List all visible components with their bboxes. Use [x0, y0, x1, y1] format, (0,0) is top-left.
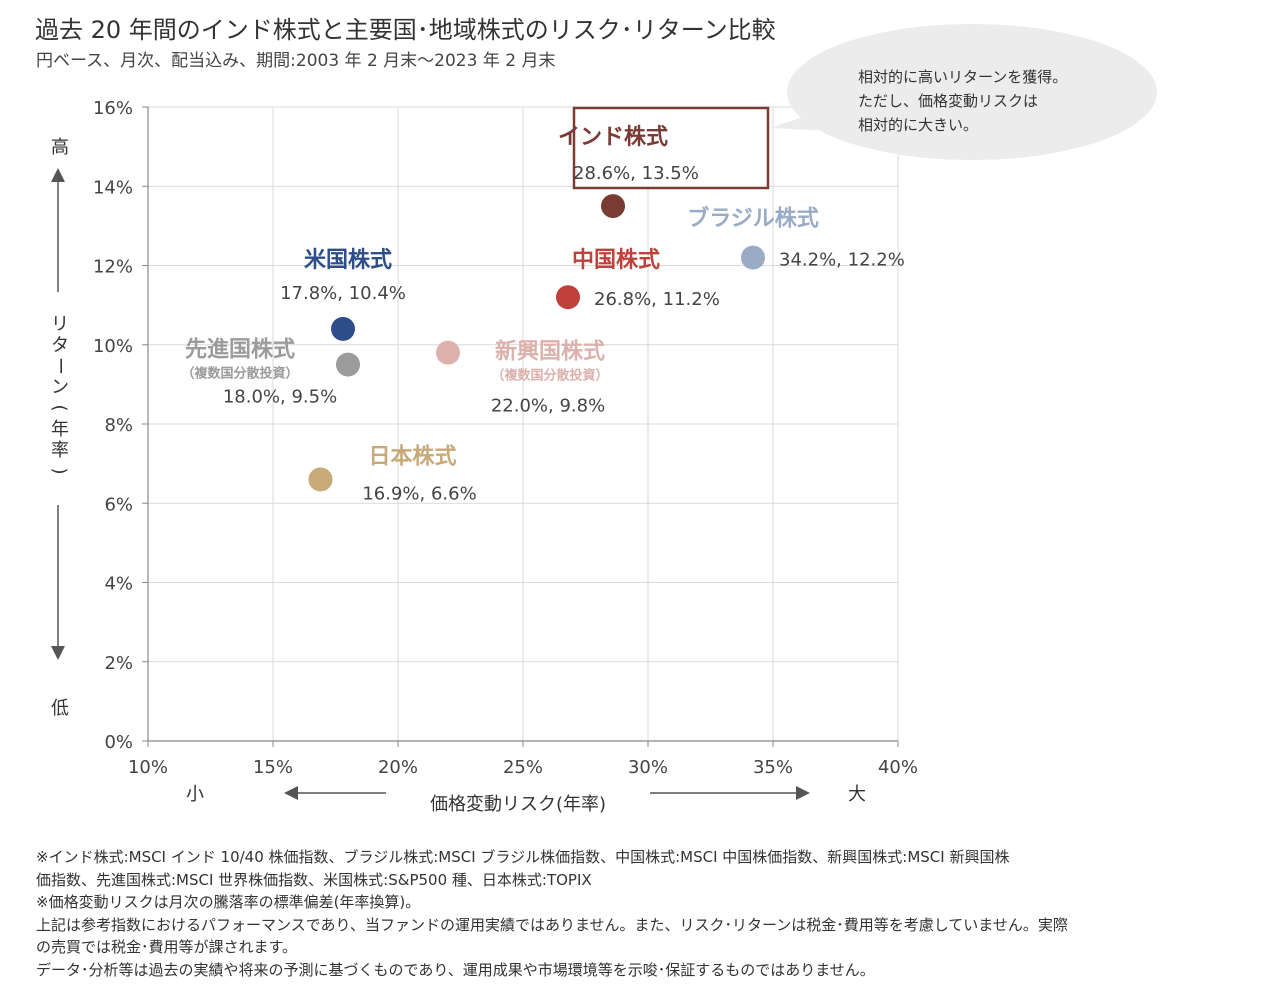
- chart-title: 過去 20 年間のインド株式と主要国･地域株式のリスク･リターン比較: [35, 16, 776, 44]
- data-point: [308, 467, 333, 492]
- callout-pointer: [770, 112, 852, 132]
- point-value-label: 16.9%, 6.6%: [362, 483, 476, 504]
- y-axis-title-char: (: [49, 404, 70, 411]
- footnote-line: データ･分析等は過去の実績や将来の予測に基づくものであり、運用成果や市場環境等を…: [36, 960, 875, 979]
- x-tick-label: 40%: [878, 757, 918, 778]
- point-labels: インド株式 28.6%, 13.5% ブラジル株式 34.2%, 12.2% 中国株式 2…: [181, 125, 904, 504]
- y-tick-label: 2%: [104, 653, 133, 674]
- y-axis-title-char: ン: [51, 377, 69, 398]
- point-name-label: 日本株式: [368, 444, 456, 469]
- data-points: [308, 194, 765, 492]
- footnote-line: 上記は参考指数におけるパフォーマンスであり、当ファンドの運用実績ではありません。…: [36, 915, 1068, 934]
- data-point: [331, 316, 355, 341]
- tick-labels: 10% 15% 20% 25% 30% 35% 40% 0% 2% 4% 6% 8% 10% 12% 14%…: [93, 98, 918, 778]
- data-point: [556, 285, 580, 310]
- footnotes: ※インド株式:MSCI インド 10/40 株価指数、ブラジル株式:MSCI ブ…: [36, 846, 1251, 981]
- callout-text: ただし、価格変動リスクは: [858, 92, 1038, 110]
- y-axis-title-char: 年: [51, 419, 69, 440]
- down-arrow-head: [51, 646, 65, 660]
- point-name-label: 米国株式: [304, 248, 392, 273]
- callout-text: 相対的に高いリターンを獲得。: [858, 68, 1067, 86]
- y-tick-label: 14%: [93, 177, 133, 198]
- x-tick-label: 35%: [753, 757, 793, 778]
- y-tick-label: 10%: [93, 336, 133, 357]
- point-sub-label: （複数国分散投資）: [491, 368, 608, 384]
- x-axis-large-label: 大: [848, 784, 866, 805]
- y-tick-label: 8%: [104, 415, 133, 436]
- footnote-line: の売買では税金･費用等が課されます。: [36, 938, 298, 956]
- callout-bubble: [787, 24, 1157, 160]
- data-point: [436, 340, 460, 365]
- y-tick-label: 0%: [104, 732, 133, 753]
- left-arrow-head: [284, 786, 298, 800]
- point-value-label: 28.6%, 13.5%: [573, 163, 699, 184]
- callout-text: 相対的に大きい。: [858, 116, 978, 134]
- x-axis-small-label: 小: [186, 784, 204, 805]
- highlight-box: [572, 106, 770, 190]
- axes: [142, 106, 899, 747]
- point-name-label: 中国株式: [572, 248, 660, 273]
- x-tick-label: 20%: [378, 757, 418, 778]
- point-value-label: 17.8%, 10.4%: [280, 283, 406, 304]
- axis-labels: 高低 リターン ( 年率) 小 大 価格変動リスク(年率): [49, 137, 866, 815]
- y-axis-title-char: ): [49, 467, 70, 474]
- y-tick-label: 6%: [104, 494, 133, 515]
- up-arrow-head: [51, 168, 65, 182]
- y-axis-title-char: リ: [51, 314, 69, 335]
- point-name-label: ブラジル株式: [687, 206, 819, 232]
- footnote-line: ※価格変動リスクは月次の騰落率の標準偏差(年率換算)。: [36, 893, 421, 911]
- y-axis-title-char: タ: [51, 335, 69, 356]
- y-tick-label: 4%: [104, 574, 133, 595]
- point-name-label: インド株式: [558, 125, 668, 150]
- x-tick-label: 10%: [128, 757, 168, 778]
- point-name-label: 先進国株式: [185, 338, 295, 363]
- scatter-chart: 10% 15% 20% 25% 30% 35% 40% 0% 2% 4% 6% 8% 10% 12% 14%…: [49, 24, 1157, 815]
- y-axis-title-char: 率: [51, 440, 69, 461]
- y-tick-label: 16%: [93, 98, 133, 119]
- point-value-label: 18.0%, 9.5%: [223, 387, 337, 408]
- data-point: [336, 352, 360, 377]
- point-value-label: 26.8%, 11.2%: [594, 289, 720, 310]
- x-tick-label: 15%: [253, 757, 293, 778]
- data-point: [741, 245, 765, 270]
- y-axis-high-label: 高: [51, 137, 69, 158]
- grid: [147, 106, 899, 742]
- y-tick-label: 12%: [93, 257, 133, 278]
- right-arrow-head: [796, 786, 810, 800]
- point-value-label: 34.2%, 12.2%: [779, 250, 905, 271]
- point-sub-label: （複数国分散投資）: [181, 366, 298, 382]
- point-name-label: 新興国株式: [495, 339, 605, 365]
- chart-subtitle: 円ベース、月次、配当込み、期間:2003 年 2 月末～2023 年 2 月末: [36, 51, 556, 71]
- y-axis-low-label: 低: [51, 698, 69, 719]
- data-point: [601, 194, 625, 219]
- y-axis-title-char: ー: [49, 357, 70, 375]
- point-value-label: 22.0%, 9.8%: [491, 396, 605, 417]
- footnote-line: 価指数、先進国株式:MSCI 世界株価指数、米国株式:S&P500 種、日本株式…: [36, 870, 592, 889]
- x-tick-label: 25%: [503, 757, 543, 778]
- x-tick-label: 30%: [628, 757, 668, 778]
- x-axis-title: 価格変動リスク(年率): [430, 794, 606, 815]
- footnote-line: ※インド株式:MSCI インド 10/40 株価指数、ブラジル株式:MSCI ブ…: [36, 848, 1010, 866]
